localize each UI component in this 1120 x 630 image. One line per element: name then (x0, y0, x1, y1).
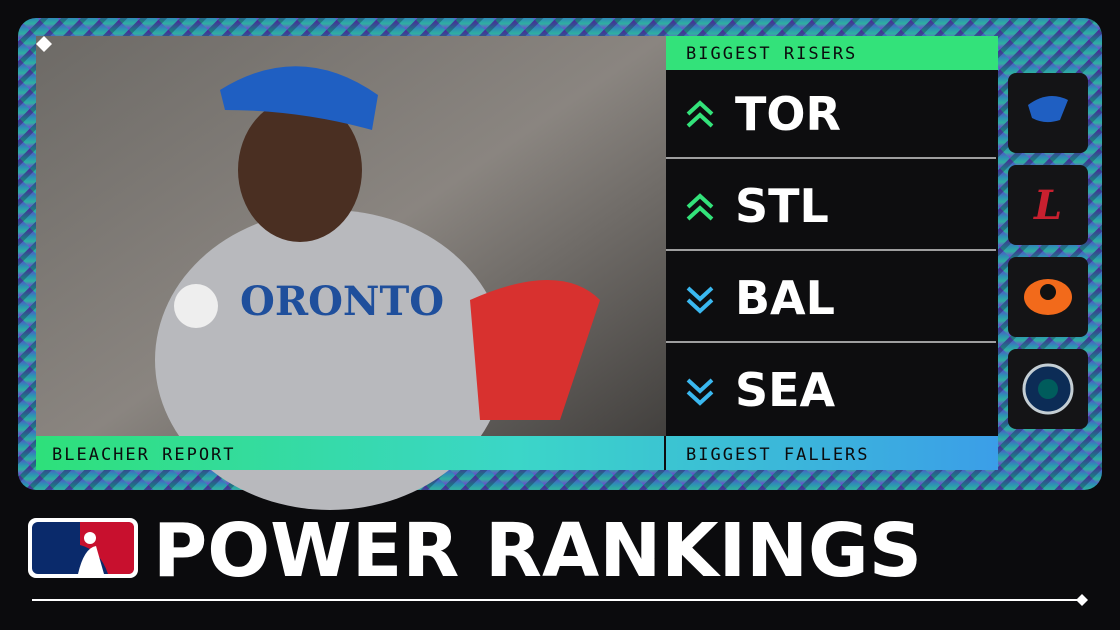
team-abbr: BAL (735, 271, 835, 325)
brand-label: BLEACHER REPORT (52, 445, 236, 465)
jersey-text: ORONTO (240, 278, 444, 325)
team-abbr: TOR (735, 87, 841, 141)
league-logo (28, 518, 138, 578)
fallers-label: BIGGEST FALLERS (686, 445, 870, 465)
svg-text:L: L (1033, 182, 1062, 229)
team-logos: L (1008, 73, 1088, 429)
team-abbr: SEA (735, 363, 836, 417)
corner-diamond (36, 36, 52, 52)
photo: ORONTO (36, 36, 666, 510)
team-abbr: STL (735, 179, 829, 233)
trend-arrows (686, 100, 714, 406)
risers-label: BIGGEST RISERS (686, 44, 857, 64)
rule-diamond (1076, 594, 1088, 606)
ranking-panel (666, 36, 998, 470)
title: POWER RANKINGS (153, 508, 922, 594)
bottom-bar (36, 436, 998, 470)
row-dividers (666, 157, 996, 343)
risers-bar (666, 36, 998, 70)
